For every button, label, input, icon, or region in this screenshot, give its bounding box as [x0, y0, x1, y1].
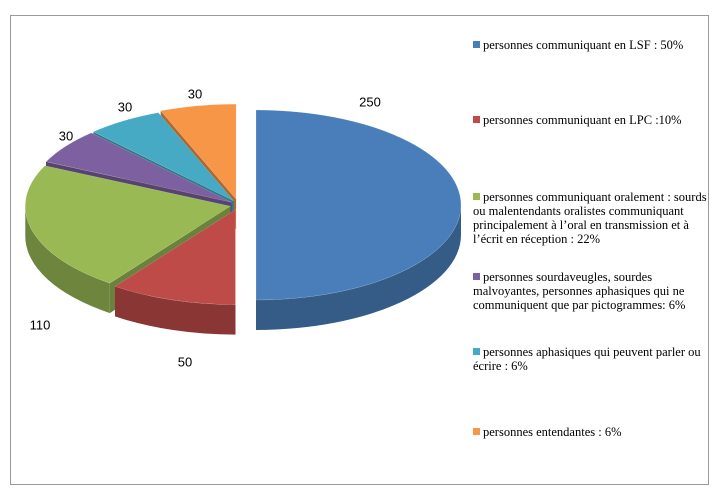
data-label: 30	[59, 128, 73, 143]
data-label: 50	[178, 354, 192, 369]
data-label: 30	[188, 86, 202, 101]
legend-label: personnes communiquant en LPC :10%	[483, 113, 682, 127]
legend-entry: personnes sourdaveugles, sourdes malvoya…	[473, 270, 713, 312]
legend-entry: personnes communiquant oralement : sourd…	[473, 190, 713, 246]
slice-side	[25, 206, 110, 314]
legend-label: personnes communiquant en LSF : 50%	[483, 38, 684, 52]
slice	[114, 209, 236, 305]
legend-swatch	[473, 193, 480, 200]
legend-entry: personnes communiquant en LSF : 50%	[473, 38, 713, 52]
legend-label: personnes aphasiques qui peuvent parler …	[473, 345, 701, 373]
data-label: 250	[359, 94, 381, 109]
legend-label: personnes sourdaveugles, sourdes malvoya…	[473, 270, 686, 312]
legend-entry: personnes aphasiques qui peuvent parler …	[473, 345, 713, 373]
slice-side	[115, 286, 236, 335]
legend-swatch	[473, 428, 480, 435]
legend-entry: personnes entendantes : 6%	[473, 425, 713, 439]
chart-frame	[10, 15, 709, 485]
slice	[160, 103, 237, 200]
legend-swatch	[473, 273, 480, 280]
legend-swatch	[473, 41, 480, 48]
slice-side	[256, 205, 461, 330]
legend-label: personnes entendantes : 6%	[483, 425, 622, 439]
slice	[45, 132, 232, 203]
slice	[255, 109, 462, 301]
legend-swatch	[473, 348, 480, 355]
data-label: 110	[30, 317, 51, 332]
legend-swatch	[473, 116, 480, 123]
legend-entry: personnes communiquant en LPC :10%	[473, 113, 713, 127]
slice	[92, 112, 234, 202]
slice	[25, 165, 231, 284]
legend-label: personnes communiquant oralement : sourd…	[473, 190, 707, 246]
data-label: 30	[118, 99, 132, 114]
